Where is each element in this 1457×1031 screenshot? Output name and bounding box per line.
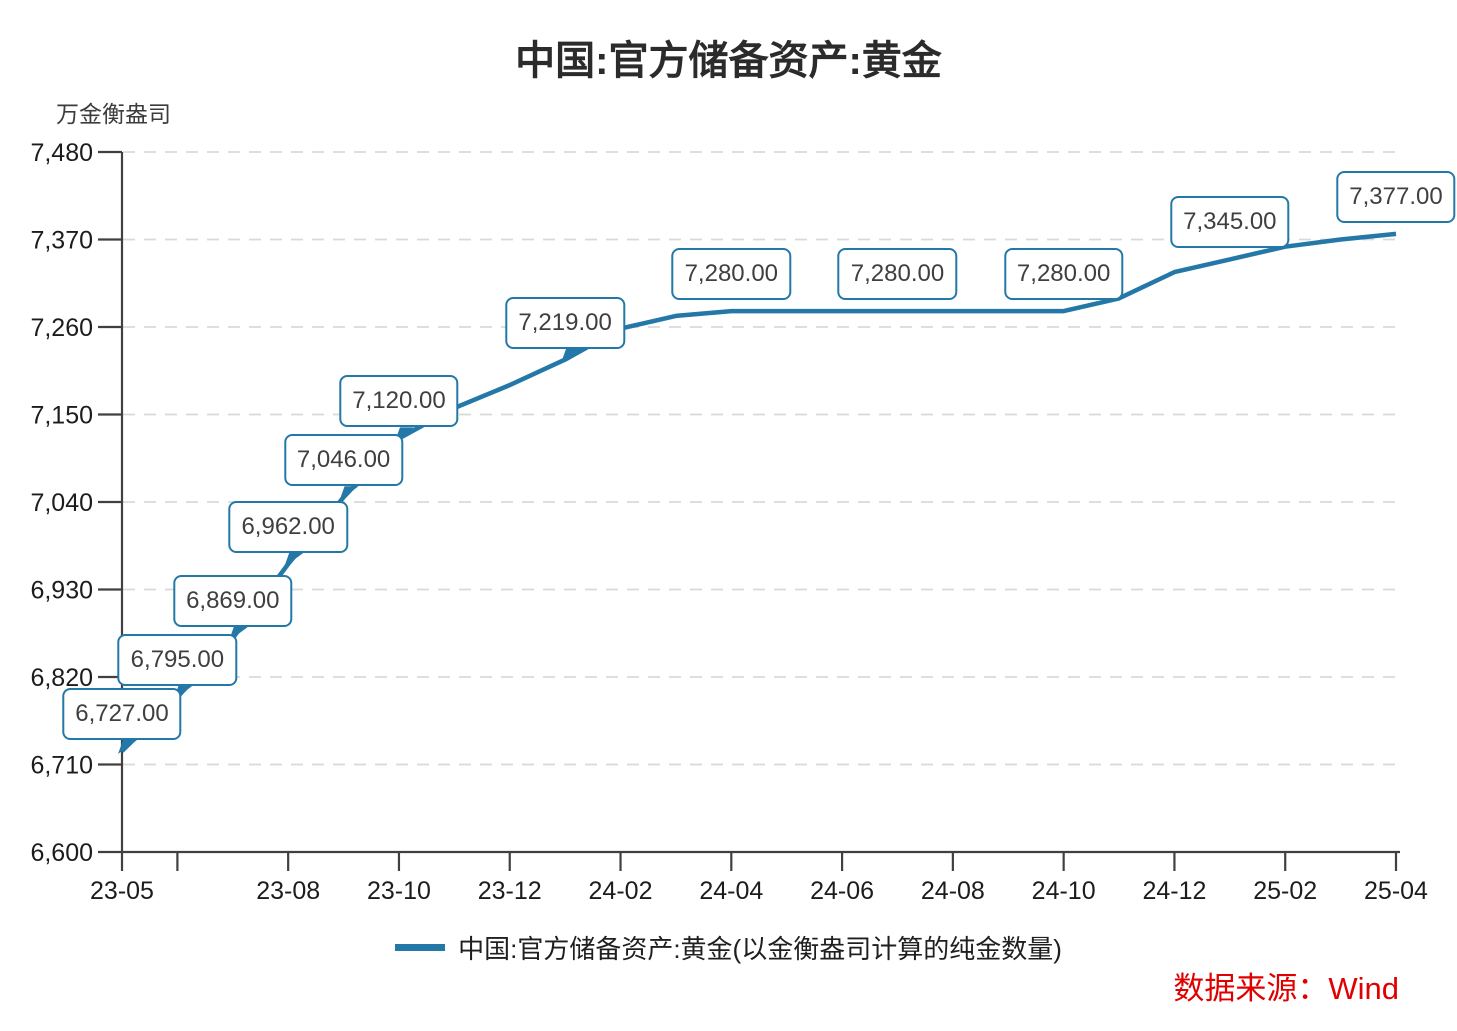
legend-line-swatch (395, 944, 446, 951)
callout-tail (561, 348, 581, 363)
data-label-callout: 7,345.00 (1170, 196, 1290, 249)
data-label-callout: 7,219.00 (505, 296, 625, 349)
x-tick-label: 23-05 (90, 877, 154, 905)
series-line (120, 231, 1397, 753)
x-tick-label: 24-08 (921, 877, 985, 905)
y-tick-label: 7,040 (30, 489, 93, 517)
callout-tail (284, 553, 304, 568)
x-tick-label: 24-10 (1032, 877, 1096, 905)
x-tick-label: 24-04 (699, 877, 763, 905)
data-label-callout: 7,280.00 (837, 248, 958, 301)
x-tick-label: 25-02 (1253, 877, 1317, 905)
legend: 中国:官方储备资产:黄金(以金衡盎司计算的纯金数量) (0, 929, 1457, 966)
data-label-callout: 7,046.00 (283, 434, 404, 487)
data-label-callout: 7,120.00 (339, 375, 459, 428)
data-label-callout: 6,962.00 (228, 501, 348, 554)
y-tick-label: 7,150 (30, 402, 93, 430)
x-tick-label: 23-12 (478, 877, 542, 905)
x-tick-label: 23-08 (256, 877, 320, 905)
y-tick-label: 6,710 (30, 752, 93, 780)
y-tick-label: 6,820 (30, 664, 93, 692)
x-tick-label: 23-10 (367, 877, 431, 905)
y-tick-label: 7,480 (30, 139, 93, 167)
data-label-callout: 6,727.00 (62, 687, 182, 740)
data-label-callout: 7,377.00 (1336, 170, 1456, 223)
legend-label: 中国:官方储备资产:黄金(以金衡盎司计算的纯金数量) (458, 934, 1062, 964)
y-tick-label: 7,260 (30, 314, 93, 342)
data-label-callout: 6,869.00 (173, 575, 293, 628)
data-source-note: 数据来源：Wind (1173, 971, 1399, 1006)
x-tick-label: 24-02 (589, 877, 653, 905)
data-label-callout: 7,280.00 (671, 248, 792, 301)
data-label-callout: 7,280.00 (1003, 248, 1124, 301)
data-label-callout: 6,795.00 (117, 633, 238, 686)
y-axis-unit-label: 万金衡盎司 (56, 101, 171, 127)
chart-title: 中国:官方储备资产:黄金 (515, 39, 942, 83)
callout-tail (118, 739, 137, 754)
y-tick-label: 6,930 (30, 577, 93, 605)
x-tick-label: 25-04 (1364, 877, 1428, 905)
y-tick-label: 7,370 (30, 227, 93, 255)
x-tick-label: 24-06 (810, 877, 874, 905)
callout-tail (339, 486, 359, 501)
x-tick-label: 24-12 (1142, 877, 1206, 905)
y-tick-label: 6,600 (30, 839, 93, 867)
